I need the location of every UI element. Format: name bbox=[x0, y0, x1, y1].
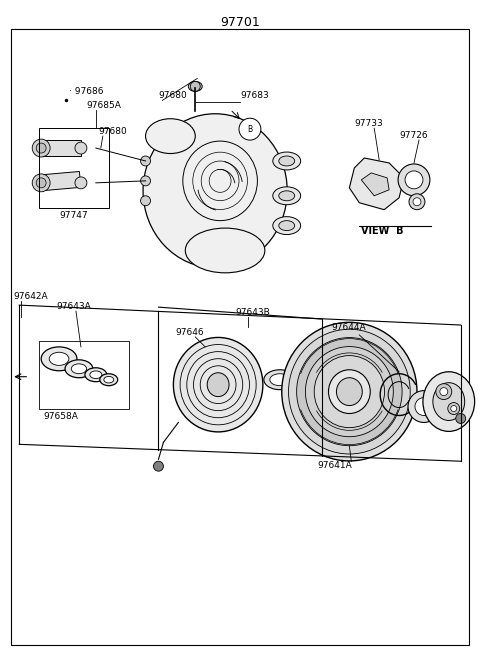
Circle shape bbox=[32, 139, 50, 157]
Text: 97643B: 97643B bbox=[235, 308, 270, 317]
Bar bbox=[39, 341, 129, 409]
Ellipse shape bbox=[100, 374, 118, 386]
Circle shape bbox=[36, 143, 46, 153]
Circle shape bbox=[154, 461, 164, 471]
Circle shape bbox=[448, 403, 460, 415]
Text: B: B bbox=[247, 125, 252, 133]
Text: 97701: 97701 bbox=[220, 16, 260, 29]
Ellipse shape bbox=[145, 119, 195, 154]
Circle shape bbox=[433, 415, 441, 424]
Text: · 97686: · 97686 bbox=[69, 87, 104, 97]
Ellipse shape bbox=[305, 347, 393, 437]
Ellipse shape bbox=[279, 191, 295, 201]
Text: 97726: 97726 bbox=[399, 131, 428, 140]
Circle shape bbox=[398, 164, 430, 196]
Text: 97680: 97680 bbox=[158, 91, 187, 101]
Circle shape bbox=[190, 81, 200, 91]
Ellipse shape bbox=[279, 221, 295, 231]
Circle shape bbox=[408, 391, 440, 422]
Text: 97680: 97680 bbox=[99, 127, 128, 136]
Circle shape bbox=[141, 176, 151, 186]
Ellipse shape bbox=[90, 371, 102, 378]
Circle shape bbox=[75, 142, 87, 154]
Text: 97658A: 97658A bbox=[43, 411, 78, 420]
Ellipse shape bbox=[104, 376, 114, 383]
Ellipse shape bbox=[173, 338, 263, 432]
Text: 97643A: 97643A bbox=[56, 302, 91, 311]
Text: 97683: 97683 bbox=[240, 91, 269, 101]
Ellipse shape bbox=[273, 152, 300, 170]
Circle shape bbox=[413, 198, 421, 206]
Circle shape bbox=[36, 178, 46, 188]
Ellipse shape bbox=[336, 378, 362, 405]
Circle shape bbox=[436, 384, 452, 399]
Ellipse shape bbox=[49, 352, 69, 365]
Polygon shape bbox=[349, 158, 404, 210]
Ellipse shape bbox=[85, 368, 107, 382]
Text: VIEW  B: VIEW B bbox=[361, 225, 404, 236]
Ellipse shape bbox=[72, 364, 86, 374]
Ellipse shape bbox=[188, 81, 202, 91]
Ellipse shape bbox=[65, 360, 93, 378]
Bar bbox=[40, 171, 81, 191]
Polygon shape bbox=[361, 173, 389, 196]
Text: 97644A: 97644A bbox=[332, 323, 366, 332]
Ellipse shape bbox=[207, 373, 229, 397]
Circle shape bbox=[141, 156, 151, 166]
Ellipse shape bbox=[423, 372, 475, 432]
Ellipse shape bbox=[41, 347, 77, 371]
Ellipse shape bbox=[273, 187, 300, 205]
Text: 97642A: 97642A bbox=[13, 292, 48, 301]
Circle shape bbox=[75, 177, 87, 189]
Circle shape bbox=[141, 196, 151, 206]
Text: 97747: 97747 bbox=[59, 211, 88, 219]
Bar bbox=[41, 140, 81, 156]
Text: 97641A: 97641A bbox=[318, 461, 352, 470]
Text: 97685A: 97685A bbox=[86, 101, 121, 110]
Ellipse shape bbox=[264, 370, 296, 390]
Circle shape bbox=[415, 397, 433, 415]
Ellipse shape bbox=[185, 228, 265, 273]
Ellipse shape bbox=[288, 329, 410, 454]
Circle shape bbox=[451, 405, 457, 411]
Ellipse shape bbox=[297, 338, 402, 445]
Circle shape bbox=[32, 174, 50, 192]
Circle shape bbox=[409, 194, 425, 210]
Ellipse shape bbox=[279, 156, 295, 166]
Bar bbox=[39, 128, 109, 208]
Ellipse shape bbox=[314, 355, 384, 428]
Circle shape bbox=[405, 171, 423, 189]
Ellipse shape bbox=[270, 374, 290, 386]
Ellipse shape bbox=[433, 382, 465, 420]
Text: 97646: 97646 bbox=[175, 328, 204, 337]
Ellipse shape bbox=[143, 114, 287, 268]
Circle shape bbox=[239, 118, 261, 140]
Circle shape bbox=[440, 388, 448, 396]
Ellipse shape bbox=[328, 370, 370, 413]
Ellipse shape bbox=[273, 217, 300, 235]
Text: 97733: 97733 bbox=[354, 119, 383, 128]
Ellipse shape bbox=[282, 323, 417, 461]
Circle shape bbox=[456, 413, 466, 424]
